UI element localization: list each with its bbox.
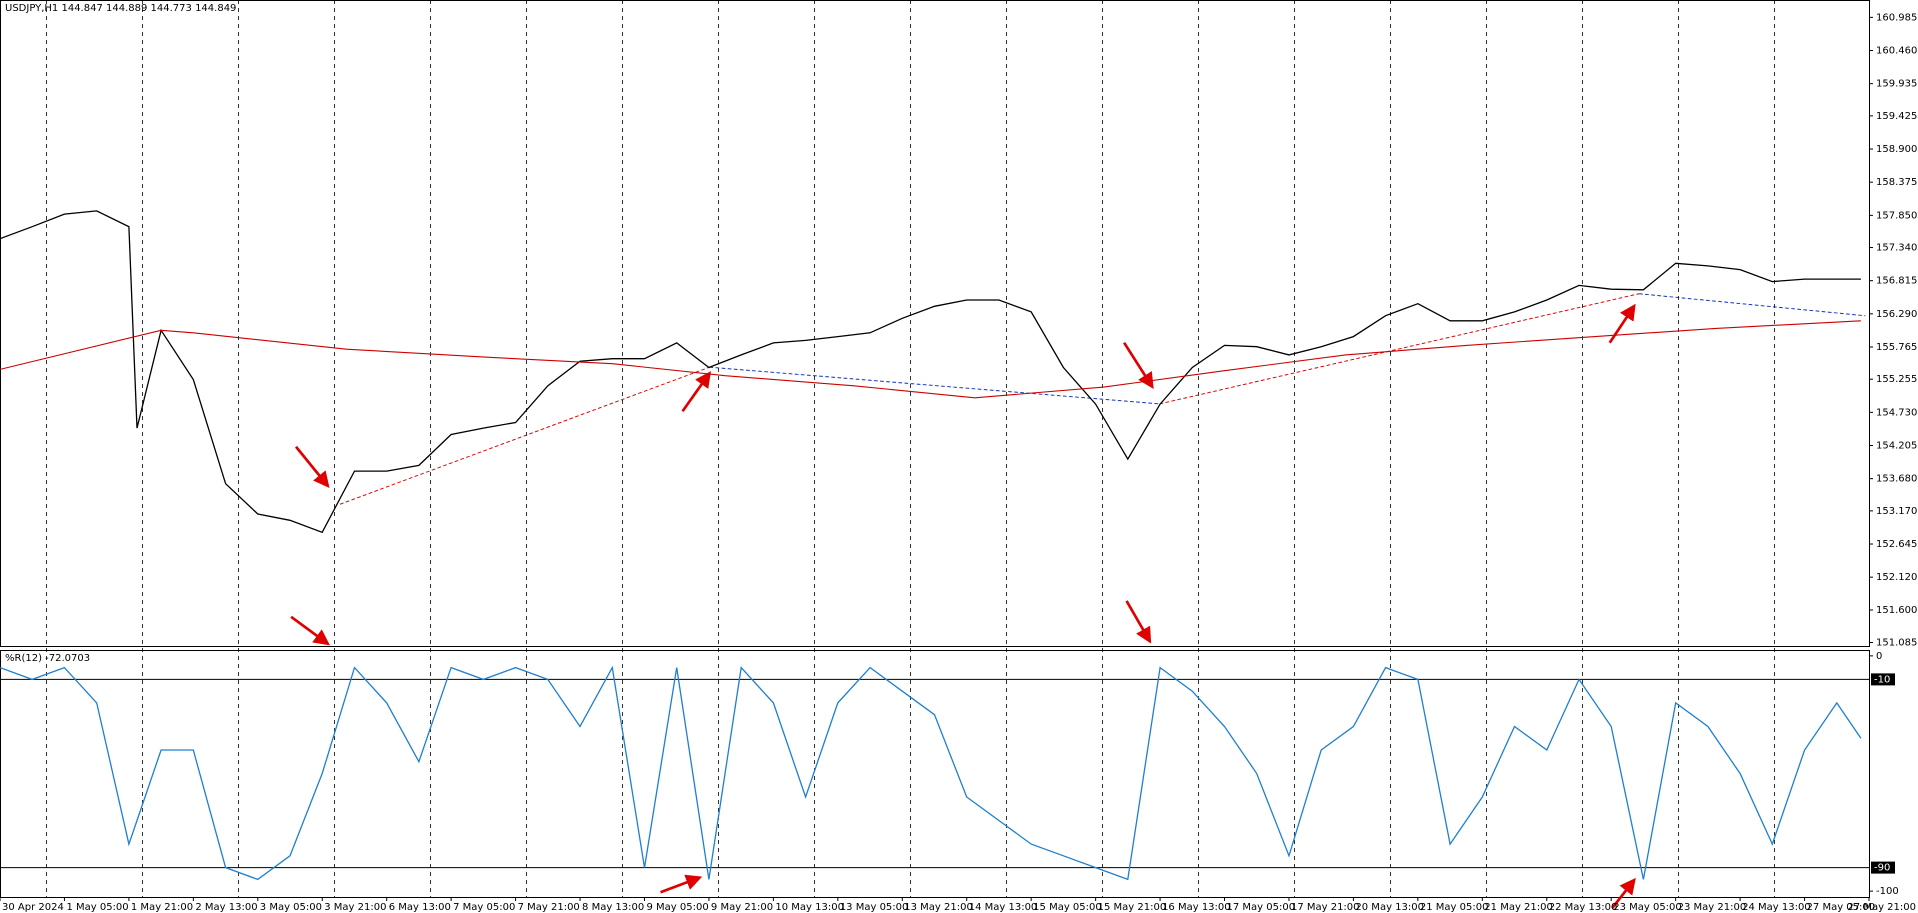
x-tick-label: 15 May 21:00 xyxy=(1098,902,1167,913)
trend-line xyxy=(1159,293,1640,405)
x-tick-label: 10 May 13:00 xyxy=(775,902,844,913)
arrow xyxy=(681,371,712,413)
x-tick-label: 9 May 05:00 xyxy=(646,902,708,913)
arrows xyxy=(290,303,1636,909)
x-tick-label: 20 May 13:00 xyxy=(1355,902,1424,913)
y-tick-label: 153.680 xyxy=(1876,474,1917,485)
x-tick-label: 17 May 21:00 xyxy=(1291,902,1360,913)
trend-line xyxy=(1639,293,1866,317)
y-tick-label: 158.375 xyxy=(1876,177,1917,188)
y-tick-label: 155.765 xyxy=(1876,342,1917,353)
x-tick-label: 9 May 21:00 xyxy=(711,902,773,913)
y-tick-label: -100 xyxy=(1876,886,1899,897)
y-tick-label: 154.205 xyxy=(1876,441,1917,452)
y-tick-label: 157.340 xyxy=(1876,243,1917,254)
y-tick-label: 152.120 xyxy=(1876,572,1917,583)
x-tick-label: 1 May 05:00 xyxy=(66,902,128,913)
y-tick-label: 151.085 xyxy=(1876,638,1917,649)
y-tick-label: 160.985 xyxy=(1876,12,1917,23)
arrow xyxy=(1608,303,1636,344)
annotations xyxy=(290,293,1866,909)
y-tick-label: 158.900 xyxy=(1876,144,1917,155)
y-tick-label: 156.290 xyxy=(1876,309,1917,320)
x-tick-label: 15 May 05:00 xyxy=(1033,902,1102,913)
x-tick-label: 21 May 05:00 xyxy=(1420,902,1489,913)
arrow xyxy=(290,615,330,646)
level-label-box xyxy=(1871,861,1895,874)
x-tick-label: 7 May 05:00 xyxy=(453,902,515,913)
x-tick-label: 6 May 13:00 xyxy=(389,902,451,913)
arrow xyxy=(1125,600,1152,644)
y-tick-label: 155.255 xyxy=(1876,374,1917,385)
y-tick-label: 159.935 xyxy=(1876,79,1917,90)
y-tick-label: 160.460 xyxy=(1876,46,1917,57)
x-tick-label: 21 May 21:00 xyxy=(1484,902,1553,913)
x-tick-label: 22 May 13:00 xyxy=(1549,902,1618,913)
x-tick-label: 17 May 05:00 xyxy=(1227,902,1296,913)
y-tick-label: 153.170 xyxy=(1876,506,1917,517)
level-label: -90 xyxy=(1874,863,1890,874)
x-tick-label: 27 May 05:00 xyxy=(1807,902,1876,913)
y-tick-label: 0 xyxy=(1876,651,1882,662)
series-line xyxy=(0,320,1861,399)
panel-title: %R(12) -72.0703 xyxy=(5,653,90,664)
y-tick-label: 154.730 xyxy=(1876,407,1917,418)
trend-line xyxy=(339,366,710,505)
series-line xyxy=(0,210,1861,534)
y-tick-label: 157.850 xyxy=(1876,210,1917,221)
arrow xyxy=(660,874,703,894)
x-tick-label: 23 May 21:00 xyxy=(1678,902,1747,913)
x-tick-label: 27 May 21:00 xyxy=(1847,902,1916,913)
series-line xyxy=(0,665,1862,881)
x-tick-label: 2 May 13:00 xyxy=(195,902,257,913)
x-tick-label: 7 May 21:00 xyxy=(518,902,580,913)
x-tick-label: 30 Apr 2024 xyxy=(2,902,64,913)
panel-frame xyxy=(0,0,1870,647)
x-tick-label: 24 May 13:00 xyxy=(1742,902,1811,913)
x-tick-label: 3 May 21:00 xyxy=(324,902,386,913)
x-tick-label: 1 May 21:00 xyxy=(131,902,193,913)
x-tick-label: 13 May 21:00 xyxy=(904,902,973,913)
panel-title: USDJPY,H1 144.847 144.889 144.773 144.84… xyxy=(5,3,236,14)
level-label-box xyxy=(1871,673,1895,686)
y-tick-label: 156.815 xyxy=(1876,276,1917,287)
level-label: -10 xyxy=(1874,674,1890,685)
arrow xyxy=(1611,877,1636,909)
trend-line xyxy=(709,366,1160,405)
panel-frame xyxy=(0,650,1870,898)
y-tick-label: 152.645 xyxy=(1876,539,1917,550)
x-tick-label: 23 May 05:00 xyxy=(1613,902,1682,913)
arrow xyxy=(294,445,330,488)
y-tick-label: 159.425 xyxy=(1876,111,1917,122)
x-tick-label: 8 May 13:00 xyxy=(582,902,644,913)
x-tick-label: 3 May 05:00 xyxy=(260,902,322,913)
y-tick-label: 151.600 xyxy=(1876,605,1917,616)
x-tick-label: 13 May 05:00 xyxy=(840,902,909,913)
arrow xyxy=(1122,341,1154,390)
x-tick-label: 14 May 13:00 xyxy=(969,902,1038,913)
x-tick-label: 16 May 13:00 xyxy=(1162,902,1231,913)
